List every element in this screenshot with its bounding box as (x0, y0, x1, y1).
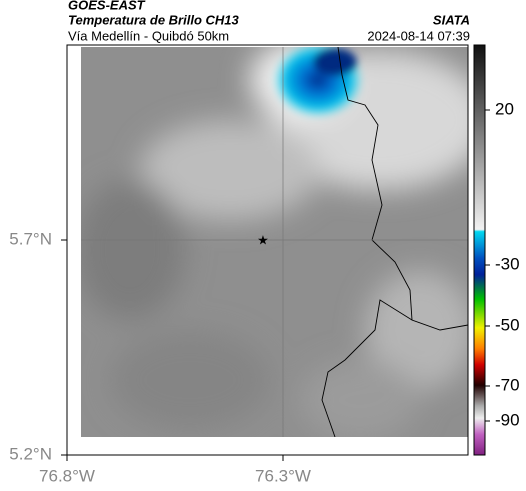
colorbar (473, 44, 486, 456)
lon-label: 76.3°W (255, 466, 311, 485)
satellite: GOES-EAST (68, 0, 146, 12)
labels: 5.7°N 5.2°N 76.8°W 76.3°W 20 -30 -50 -70 -90 (9, 99, 519, 485)
lon-label: 76.8°W (39, 466, 95, 485)
satellite-image: ★ (81, 47, 468, 437)
colorbar-label: -30 (495, 254, 520, 273)
colorbar-label: -50 (495, 315, 520, 334)
subtitle: Vía Medellín - Quibdó 50km (68, 28, 229, 43)
colorbar-label: -70 (495, 375, 520, 394)
lat-label: 5.7°N (9, 229, 52, 248)
lat-label: 5.2°N (9, 444, 52, 463)
datetime: 2024-08-14 07:39 (367, 28, 470, 43)
colorbar-label: 20 (495, 99, 514, 118)
colorbar-label: -90 (495, 410, 520, 429)
title: Temperatura de Brillo CH13 (68, 12, 240, 27)
source: SIATA (433, 12, 470, 27)
svg-text:★: ★ (257, 232, 269, 247)
